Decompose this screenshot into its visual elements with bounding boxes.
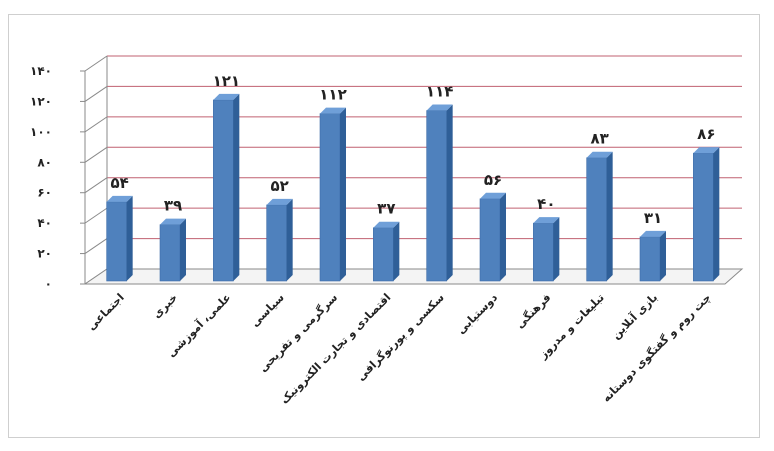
category-label: بازی آنلاین	[609, 290, 660, 341]
data-label: ۱۱۲	[319, 86, 346, 104]
bar-side	[500, 192, 506, 281]
bar-side	[446, 104, 453, 281]
bar	[319, 113, 341, 282]
bar-top	[320, 107, 346, 114]
data-label: ۴۰	[537, 195, 555, 213]
grid-side-line	[84, 86, 108, 102]
category-label: فرهنگی	[513, 291, 553, 331]
bar-top	[160, 218, 186, 225]
bar-side	[713, 147, 720, 281]
grid-side-line	[84, 116, 108, 133]
category-label: دوستیابی	[454, 291, 500, 337]
labels-layer: ۰۲۰۴۰۶۰۸۰۱۰۰۱۲۰۱۴۰۵۴اجتماعی۳۹خبری۱۲۱علمی…	[30, 64, 715, 406]
y-tick-label: ۶۰	[37, 186, 52, 200]
bar-top	[373, 221, 400, 228]
y-tick-label: ۴۰	[37, 216, 52, 230]
bar-top	[266, 198, 293, 205]
bar-side	[180, 218, 186, 281]
bar	[373, 227, 394, 282]
category-label: اقتصادی و تجارت الکترونیک	[278, 291, 394, 407]
bar	[479, 198, 501, 282]
chart-floor	[83, 268, 744, 285]
bar-side	[286, 198, 293, 281]
y-tick-label: ۰	[45, 277, 52, 291]
y-tick-label: ۲۰	[37, 247, 52, 261]
grid-side-line	[84, 177, 108, 194]
grid-side-line	[84, 207, 108, 224]
bar-side	[126, 195, 133, 281]
data-label: ۸۶	[697, 125, 715, 143]
bar-side	[233, 93, 240, 282]
bar-top	[426, 104, 453, 111]
category-label: خبری	[150, 291, 180, 321]
category-label: سیاسی	[248, 291, 286, 329]
data-label: ۵۲	[271, 177, 289, 195]
data-label: ۸۳	[591, 130, 609, 148]
y-tick-label: ۱۰۰	[30, 125, 52, 139]
bar-side	[660, 230, 666, 281]
y-tick-label: ۱۴۰	[30, 64, 52, 78]
data-label: ۳۱	[644, 209, 662, 227]
bars-layer	[106, 93, 720, 282]
bar	[426, 110, 447, 282]
data-label: ۵۶	[484, 171, 502, 189]
bar-top	[640, 230, 666, 237]
bar-top	[480, 192, 506, 199]
y-tick-label: ۱۲۰	[30, 94, 52, 108]
data-label: ۳۷	[377, 200, 395, 218]
axis-layer	[80, 56, 744, 285]
bar	[586, 157, 607, 282]
category-label: سکسی و پورنوگرافی	[354, 291, 446, 383]
category-label: چت روم و گفتگوی دوستانه	[600, 291, 714, 405]
grid-side-line	[84, 238, 108, 254]
chart-frame	[8, 14, 760, 438]
grid-side-line	[84, 146, 108, 163]
grid-side-line	[84, 55, 108, 72]
data-label: ۳۹	[164, 197, 182, 215]
data-label: ۱۱۴	[426, 83, 453, 101]
bar	[106, 201, 127, 282]
bar-top	[106, 195, 133, 202]
grid-layer	[84, 55, 742, 285]
bar	[533, 222, 554, 282]
data-label: ۱۲۱	[213, 72, 240, 90]
bar-side	[606, 151, 613, 281]
bar-side	[340, 107, 346, 281]
bar	[159, 224, 181, 282]
bar-top	[693, 147, 720, 154]
y-tick-label: ۸۰	[37, 155, 52, 169]
bar	[213, 99, 234, 282]
bar-top	[213, 93, 240, 100]
bar-side	[393, 221, 400, 281]
bar	[266, 204, 287, 282]
category-label: اجتماعی	[85, 291, 127, 333]
data-label: ۵۴	[111, 174, 129, 192]
bar-top	[586, 151, 613, 158]
bar-top	[533, 217, 560, 224]
bar	[693, 152, 714, 282]
bar-side	[553, 217, 560, 281]
bar	[639, 236, 661, 282]
